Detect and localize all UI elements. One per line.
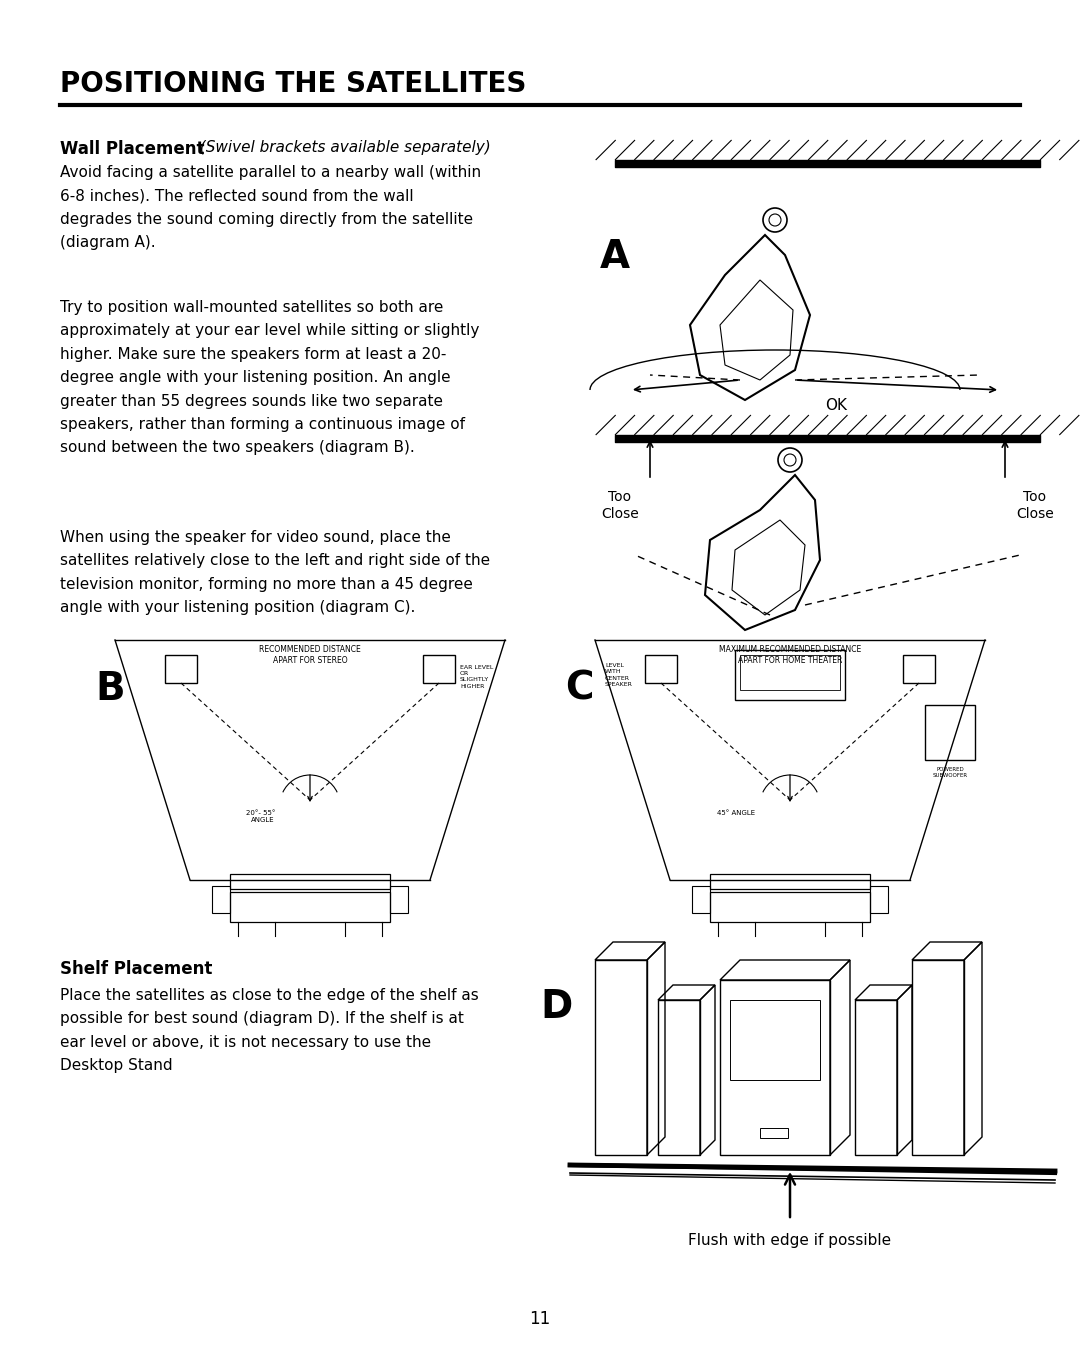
Text: POWERED
SUBWOOFER: POWERED SUBWOOFER <box>932 767 968 778</box>
Text: A: A <box>600 238 630 275</box>
Bar <box>924 705 975 760</box>
Bar <box>740 655 840 690</box>
Text: Place the satellites as close to the edge of the shelf as
possible for best soun: Place the satellites as close to the edg… <box>60 988 478 1073</box>
Text: C: C <box>565 670 594 707</box>
Text: 45° ANGLE: 45° ANGLE <box>717 810 755 815</box>
Text: Try to position wall-mounted satellites so both are
approximately at your ear le: Try to position wall-mounted satellites … <box>60 300 480 455</box>
Bar <box>735 649 845 701</box>
Bar <box>870 886 888 913</box>
Bar <box>710 873 870 890</box>
Bar <box>165 655 197 683</box>
Text: Flush with edge if possible: Flush with edge if possible <box>688 1233 892 1247</box>
Text: RECOMMENDED DISTANCE
APART FOR STEREO: RECOMMENDED DISTANCE APART FOR STEREO <box>259 645 361 666</box>
Bar <box>230 873 390 890</box>
Bar <box>730 1000 820 1080</box>
Bar <box>912 960 964 1156</box>
Text: (Swivel brackets available separately): (Swivel brackets available separately) <box>190 140 490 155</box>
Bar <box>595 960 647 1156</box>
Text: POSITIONING THE SATELLITES: POSITIONING THE SATELLITES <box>60 70 526 99</box>
Text: LEVEL
WITH
CENTER
SPEAKER: LEVEL WITH CENTER SPEAKER <box>605 663 633 687</box>
Bar <box>390 886 408 913</box>
Text: MAXIMUM RECOMMENDED DISTANCE
APART FOR HOME THEATER: MAXIMUM RECOMMENDED DISTANCE APART FOR H… <box>719 645 861 666</box>
Bar <box>423 655 455 683</box>
Text: Avoid facing a satellite parallel to a nearby wall (within
6-8 inches). The refl: Avoid facing a satellite parallel to a n… <box>60 165 481 250</box>
Bar <box>212 886 230 913</box>
Bar <box>645 655 677 683</box>
Bar <box>230 892 390 922</box>
Bar <box>760 1129 788 1138</box>
Text: D: D <box>540 988 572 1026</box>
Text: When using the speaker for video sound, place the
satellites relatively close to: When using the speaker for video sound, … <box>60 531 490 616</box>
Bar <box>658 1000 700 1156</box>
Text: Too
Close: Too Close <box>1016 490 1054 521</box>
Text: Shelf Placement: Shelf Placement <box>60 960 213 977</box>
Bar <box>855 1000 897 1156</box>
Bar <box>720 980 831 1156</box>
Bar <box>903 655 935 683</box>
Text: 20°- 55°
ANGLE: 20°- 55° ANGLE <box>245 810 275 824</box>
Bar <box>692 886 710 913</box>
Text: Too
Close: Too Close <box>602 490 639 521</box>
Text: EAR LEVEL
OR
SLIGHTLY
HIGHER: EAR LEVEL OR SLIGHTLY HIGHER <box>460 666 494 688</box>
Text: OK: OK <box>825 398 847 413</box>
Text: B: B <box>95 670 124 707</box>
Bar <box>710 892 870 922</box>
Text: Wall Placement: Wall Placement <box>60 140 204 158</box>
Text: 11: 11 <box>529 1310 551 1328</box>
